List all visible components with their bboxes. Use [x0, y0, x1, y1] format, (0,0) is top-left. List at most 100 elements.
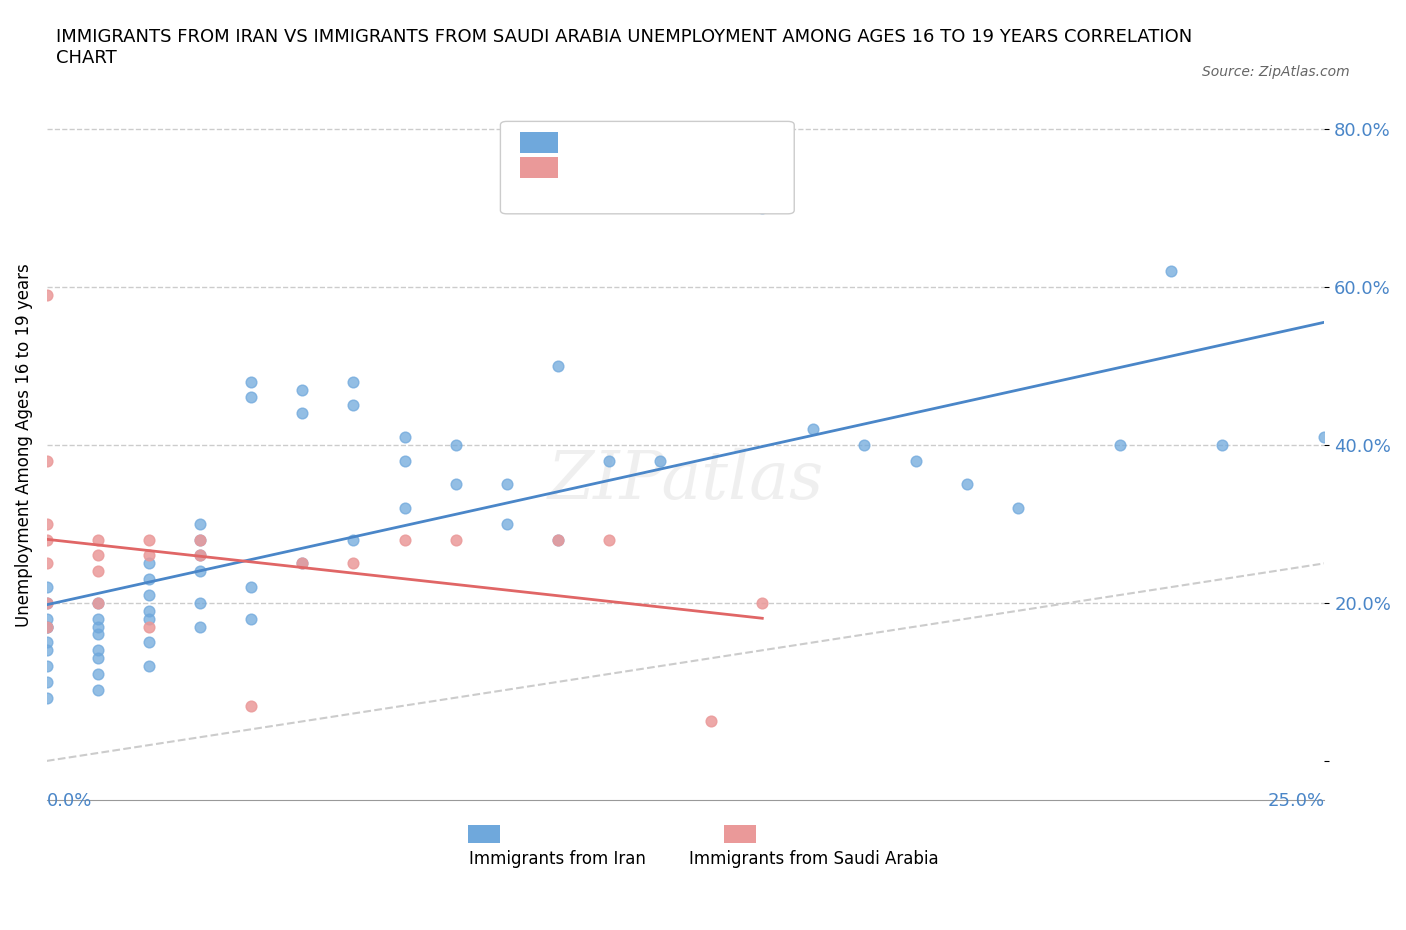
Point: [394, 453, 416, 468]
Point: [394, 430, 416, 445]
Y-axis label: Unemployment Among Ages 16 to 19 years: Unemployment Among Ages 16 to 19 years: [15, 263, 32, 627]
Point: [547, 358, 569, 373]
Point: [87, 611, 110, 626]
Point: [188, 548, 211, 563]
Point: [751, 595, 773, 610]
Point: [956, 477, 979, 492]
Point: [188, 532, 211, 547]
Point: [87, 548, 110, 563]
Point: [138, 556, 160, 571]
Point: [291, 556, 314, 571]
Text: 25.0%: 25.0%: [1267, 792, 1324, 810]
Point: [138, 572, 160, 587]
Bar: [520, 157, 558, 179]
Point: [138, 548, 160, 563]
Text: R =: R =: [571, 134, 609, 152]
Point: [87, 595, 110, 610]
Point: [240, 390, 263, 405]
Point: [35, 674, 58, 689]
Point: [291, 405, 314, 420]
Point: [138, 658, 160, 673]
Point: [35, 690, 58, 705]
Point: [444, 437, 467, 452]
Point: [35, 595, 58, 610]
Point: [87, 643, 110, 658]
Point: [35, 658, 58, 673]
Bar: [724, 825, 756, 843]
Point: [188, 595, 211, 610]
Point: [35, 611, 58, 626]
Point: [1109, 437, 1132, 452]
Point: [291, 556, 314, 571]
Text: Source: ZipAtlas.com: Source: ZipAtlas.com: [1202, 65, 1350, 79]
Point: [87, 667, 110, 682]
Point: [35, 619, 58, 634]
Point: [240, 579, 263, 594]
Point: [35, 532, 58, 547]
Point: [87, 595, 110, 610]
Point: [1313, 430, 1336, 445]
Point: [188, 548, 211, 563]
Point: [87, 627, 110, 642]
Text: 25: 25: [717, 159, 741, 177]
Text: N =: N =: [686, 134, 725, 152]
Text: Immigrants from Saudi Arabia: Immigrants from Saudi Arabia: [689, 850, 938, 868]
Point: [495, 477, 517, 492]
Point: [1211, 437, 1233, 452]
Point: [803, 421, 825, 436]
Text: 75: 75: [717, 134, 741, 152]
Point: [547, 532, 569, 547]
Point: [853, 437, 876, 452]
Point: [35, 619, 58, 634]
Point: [394, 532, 416, 547]
Point: [188, 619, 211, 634]
Point: [495, 516, 517, 531]
Point: [240, 611, 263, 626]
Text: 0.336: 0.336: [616, 134, 668, 152]
Point: [35, 579, 58, 594]
Point: [35, 635, 58, 650]
Point: [1160, 263, 1182, 278]
Point: [138, 611, 160, 626]
Text: R =: R =: [571, 159, 609, 177]
Point: [598, 453, 620, 468]
Point: [598, 532, 620, 547]
Point: [138, 635, 160, 650]
Point: [35, 556, 58, 571]
Point: [87, 683, 110, 698]
Point: [342, 398, 364, 413]
Point: [138, 604, 160, 618]
Point: [444, 532, 467, 547]
Point: [35, 516, 58, 531]
Text: ZIPatlas: ZIPatlas: [547, 448, 824, 513]
Point: [35, 595, 58, 610]
Point: [904, 453, 927, 468]
Point: [342, 374, 364, 389]
Bar: [520, 132, 558, 153]
Point: [700, 714, 723, 729]
Point: [138, 588, 160, 603]
Point: [444, 477, 467, 492]
Point: [138, 532, 160, 547]
Point: [188, 564, 211, 578]
Point: [87, 619, 110, 634]
Text: IMMIGRANTS FROM IRAN VS IMMIGRANTS FROM SAUDI ARABIA UNEMPLOYMENT AMONG AGES 16 : IMMIGRANTS FROM IRAN VS IMMIGRANTS FROM …: [56, 28, 1192, 67]
Text: N =: N =: [686, 159, 725, 177]
Point: [35, 619, 58, 634]
Text: 0.0%: 0.0%: [46, 792, 93, 810]
Bar: [468, 825, 501, 843]
Point: [1007, 500, 1029, 515]
Point: [35, 453, 58, 468]
Point: [342, 556, 364, 571]
Point: [751, 201, 773, 216]
Point: [648, 453, 671, 468]
Point: [240, 374, 263, 389]
FancyBboxPatch shape: [501, 122, 794, 214]
Point: [35, 643, 58, 658]
Point: [547, 532, 569, 547]
Point: [87, 532, 110, 547]
Point: [188, 516, 211, 531]
Point: [138, 619, 160, 634]
Point: [394, 500, 416, 515]
Point: [342, 532, 364, 547]
